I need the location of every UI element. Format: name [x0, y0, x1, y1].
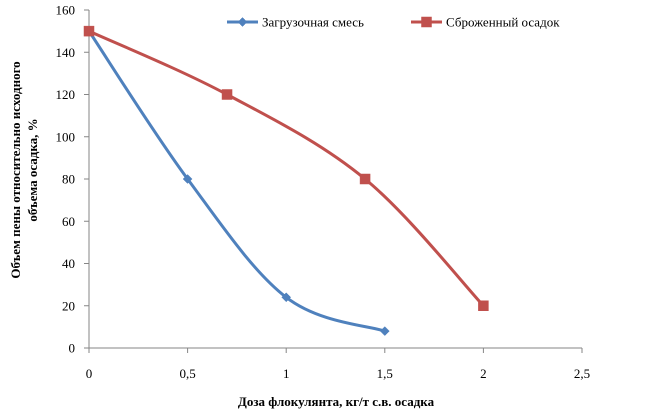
x-tick-label: 1,5: [377, 366, 393, 381]
x-tick-label: 2,5: [574, 366, 590, 381]
series-2-point: [83, 25, 95, 37]
legend-label: Сброженный осадок: [446, 15, 560, 30]
y-tick-label: 100: [56, 129, 76, 144]
series-1-point: [379, 326, 390, 336]
legend-item-1: Загрузочная смесь: [227, 15, 364, 30]
series-1-point: [182, 174, 193, 184]
series-2-line: [87, 29, 485, 308]
series-1-point: [281, 292, 292, 303]
y-tick-label: 20: [62, 298, 75, 313]
series-2-point: [478, 300, 489, 311]
axes: [88, 10, 582, 349]
series-2-point: [221, 89, 233, 100]
y-tick-label: 160: [56, 3, 76, 18]
y-axis-title-line-1: Объем пены относительно исходного: [8, 61, 23, 278]
series-layer: [83, 25, 489, 336]
y-tick-label: 140: [56, 45, 76, 60]
x-axis-ticks: 0 0,5 1 1,5 2 2,5: [86, 348, 590, 381]
y-axis-title-line-2: объема осадка, %: [25, 118, 40, 221]
legend-swatch-marker: [237, 17, 248, 27]
x-tick-label: 2: [480, 366, 487, 381]
x-tick-label: 1: [283, 366, 290, 381]
y-axis-ticks: 0 20 40 60 80 100 120 140 160: [56, 3, 89, 356]
series-1: [84, 26, 390, 336]
legend-label: Загрузочная смесь: [262, 15, 364, 30]
series-1-line: [87, 29, 387, 333]
y-axis-title: Объем пены относительно исходного объема…: [8, 61, 40, 278]
series-2: [83, 25, 489, 311]
y-tick-label: 0: [69, 341, 76, 356]
y-tick-label: 80: [62, 172, 75, 187]
y-tick-label: 40: [62, 256, 75, 271]
legend-swatch-marker: [421, 16, 432, 28]
y-tick-label: 120: [56, 87, 76, 102]
x-tick-label: 0,5: [179, 366, 195, 381]
series-2-point: [359, 173, 371, 185]
x-tick-label: 0: [86, 366, 93, 381]
legend-item-2: Сброженный осадок: [411, 15, 560, 30]
x-axis-title: Доза флокулянта, кг/т с.в. осадка: [238, 394, 435, 409]
legend: Загрузочная смесь Сброженный осадок: [227, 15, 560, 30]
y-tick-label: 60: [62, 214, 75, 229]
